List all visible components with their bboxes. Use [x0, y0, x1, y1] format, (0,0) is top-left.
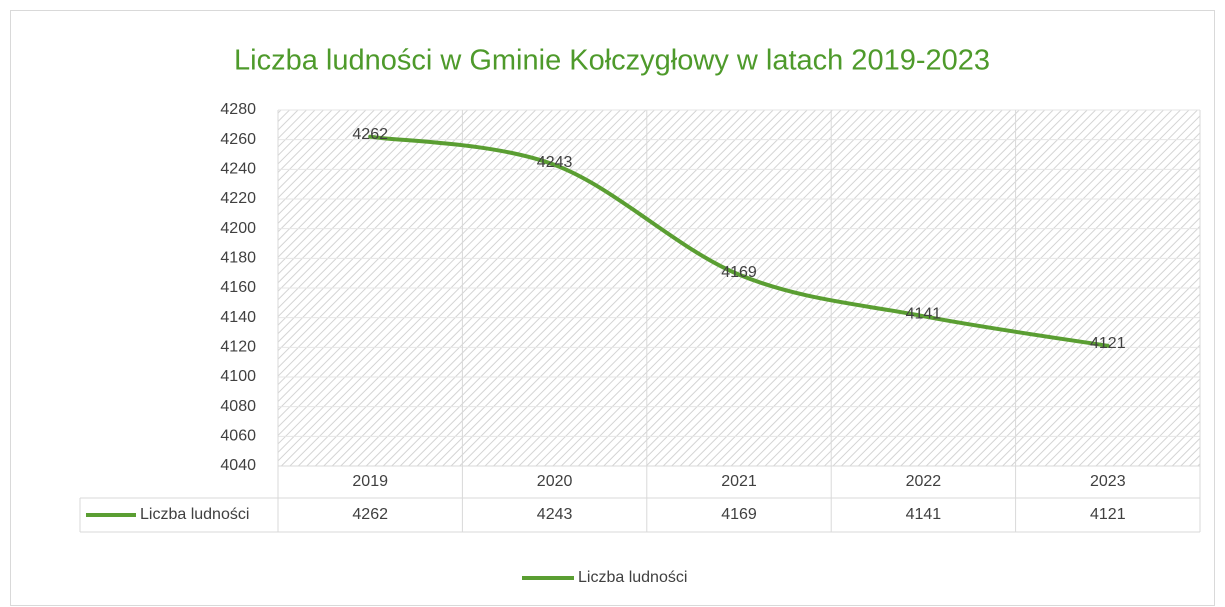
y-tick-label: 4240 — [220, 161, 256, 178]
x-tick-label: 2023 — [1090, 473, 1126, 490]
y-tick-label: 4220 — [220, 190, 256, 207]
x-tick-label: 2020 — [537, 473, 573, 490]
y-tick-label: 4200 — [220, 220, 256, 237]
y-tick-label: 4180 — [220, 250, 256, 267]
data-label: 4169 — [721, 264, 757, 281]
table-value: 4141 — [906, 506, 942, 523]
y-tick-label: 4140 — [220, 309, 256, 326]
chart-title: Liczba ludności w Gminie Kołczygłowy w l… — [234, 45, 990, 77]
y-tick-label: 4040 — [220, 457, 256, 474]
table-value: 4262 — [352, 506, 388, 523]
legend-label: Liczba ludności — [578, 569, 687, 586]
y-tick-label: 4120 — [220, 339, 256, 356]
y-tick-label: 4100 — [220, 368, 256, 385]
table-series-name: Liczba ludności — [140, 506, 249, 523]
y-tick-label: 4160 — [220, 279, 256, 296]
table-value: 4243 — [537, 506, 573, 523]
x-tick-label: 2022 — [906, 473, 942, 490]
table-value: 4169 — [721, 506, 757, 523]
y-tick-label: 4260 — [220, 131, 256, 148]
table-value: 4121 — [1090, 506, 1126, 523]
y-tick-label: 4060 — [220, 428, 256, 445]
data-label: 4121 — [1090, 335, 1126, 352]
x-tick-label: 2021 — [721, 473, 757, 490]
series-line — [368, 134, 1110, 348]
x-tick-label: 2019 — [352, 473, 388, 490]
data-label: 4141 — [906, 305, 942, 322]
data-label: 4243 — [537, 154, 573, 171]
data-label: 4262 — [352, 126, 388, 143]
y-tick-label: 4080 — [220, 398, 256, 415]
y-tick-label: 4280 — [220, 101, 256, 118]
